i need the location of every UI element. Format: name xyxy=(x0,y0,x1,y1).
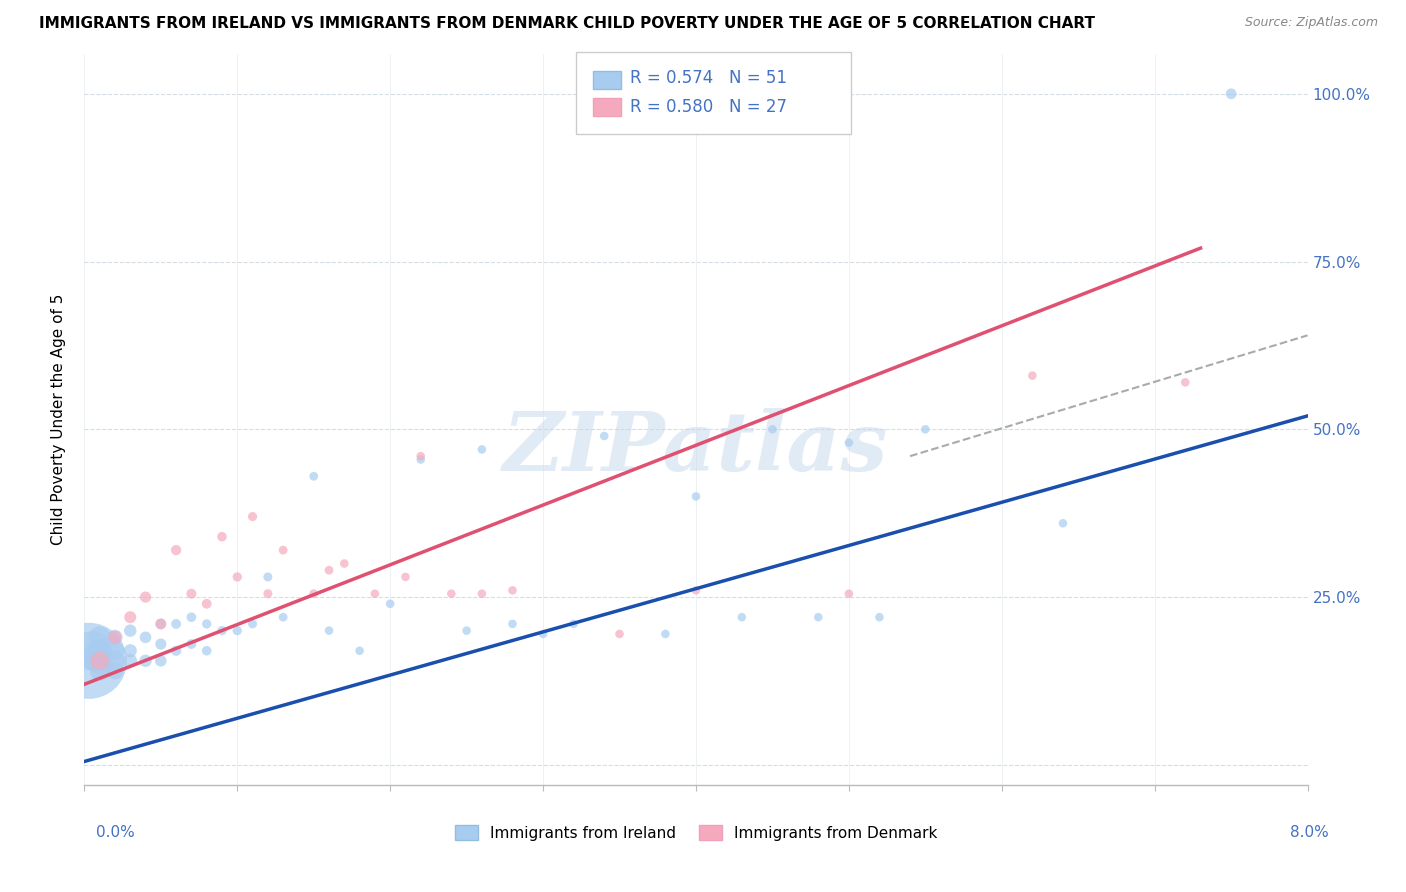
Point xyxy=(685,490,707,504)
Point xyxy=(562,616,585,631)
Point xyxy=(1220,87,1243,101)
Point xyxy=(502,616,524,631)
Point xyxy=(302,587,325,601)
Text: IMMIGRANTS FROM IRELAND VS IMMIGRANTS FROM DENMARK CHILD POVERTY UNDER THE AGE O: IMMIGRANTS FROM IRELAND VS IMMIGRANTS FR… xyxy=(39,16,1095,31)
Point xyxy=(318,563,340,577)
Text: R = 0.580   N = 27: R = 0.580 N = 27 xyxy=(630,98,787,116)
Point xyxy=(409,452,432,467)
Point xyxy=(1052,516,1074,531)
Point xyxy=(838,435,860,450)
Point xyxy=(440,587,463,601)
Point xyxy=(104,644,127,658)
Point xyxy=(149,654,172,668)
Point xyxy=(242,509,264,524)
Point xyxy=(609,627,631,641)
Point xyxy=(195,616,218,631)
Point xyxy=(211,624,233,638)
Point xyxy=(394,570,416,584)
Point xyxy=(257,587,280,601)
Point xyxy=(180,587,202,601)
Point xyxy=(807,610,830,624)
Point xyxy=(914,422,936,436)
Point xyxy=(1021,368,1043,383)
Point xyxy=(165,543,187,558)
Y-axis label: Child Poverty Under the Age of 5: Child Poverty Under the Age of 5 xyxy=(51,293,66,545)
Point xyxy=(89,664,111,678)
Point xyxy=(318,624,340,638)
Point xyxy=(271,543,294,558)
Point xyxy=(226,570,249,584)
Point xyxy=(135,630,157,644)
Point xyxy=(302,469,325,483)
Point xyxy=(120,610,142,624)
Text: ZIPatlas: ZIPatlas xyxy=(503,409,889,489)
Point xyxy=(271,610,294,624)
Point xyxy=(685,583,707,598)
Point xyxy=(349,644,371,658)
Point xyxy=(120,654,142,668)
Point xyxy=(80,644,103,658)
Point xyxy=(471,442,494,457)
Point xyxy=(89,654,111,668)
Point xyxy=(593,429,616,443)
Point xyxy=(135,590,157,604)
Point xyxy=(731,610,754,624)
Text: 0.0%: 0.0% xyxy=(96,825,135,840)
Point xyxy=(89,644,111,658)
Point xyxy=(89,630,111,644)
Point xyxy=(149,637,172,651)
Point xyxy=(761,422,783,436)
Point xyxy=(195,644,218,658)
Text: Source: ZipAtlas.com: Source: ZipAtlas.com xyxy=(1244,16,1378,29)
Point xyxy=(149,616,172,631)
Point xyxy=(77,654,100,668)
Point xyxy=(226,624,249,638)
Point xyxy=(242,616,264,631)
Point xyxy=(120,624,142,638)
Point xyxy=(364,587,387,601)
Point xyxy=(165,644,187,658)
Point xyxy=(409,449,432,463)
Point xyxy=(104,654,127,668)
Point xyxy=(456,624,478,638)
Point xyxy=(135,654,157,668)
Point xyxy=(380,597,402,611)
Point xyxy=(104,630,127,644)
Point xyxy=(531,627,554,641)
Point xyxy=(84,650,107,665)
Point xyxy=(211,530,233,544)
Point xyxy=(104,630,127,644)
Point xyxy=(89,654,111,668)
Point xyxy=(471,587,494,601)
Text: 8.0%: 8.0% xyxy=(1289,825,1329,840)
Point xyxy=(165,616,187,631)
Point xyxy=(180,637,202,651)
Point xyxy=(333,557,356,571)
Text: R = 0.574   N = 51: R = 0.574 N = 51 xyxy=(630,70,787,87)
Point xyxy=(120,644,142,658)
Point xyxy=(1174,376,1197,390)
Legend: Immigrants from Ireland, Immigrants from Denmark: Immigrants from Ireland, Immigrants from… xyxy=(449,819,943,847)
Point xyxy=(654,627,676,641)
Point xyxy=(149,616,172,631)
Point xyxy=(104,664,127,678)
Point xyxy=(257,570,280,584)
Point xyxy=(195,597,218,611)
Point xyxy=(838,587,860,601)
Point xyxy=(869,610,891,624)
Point xyxy=(180,610,202,624)
Point xyxy=(502,583,524,598)
